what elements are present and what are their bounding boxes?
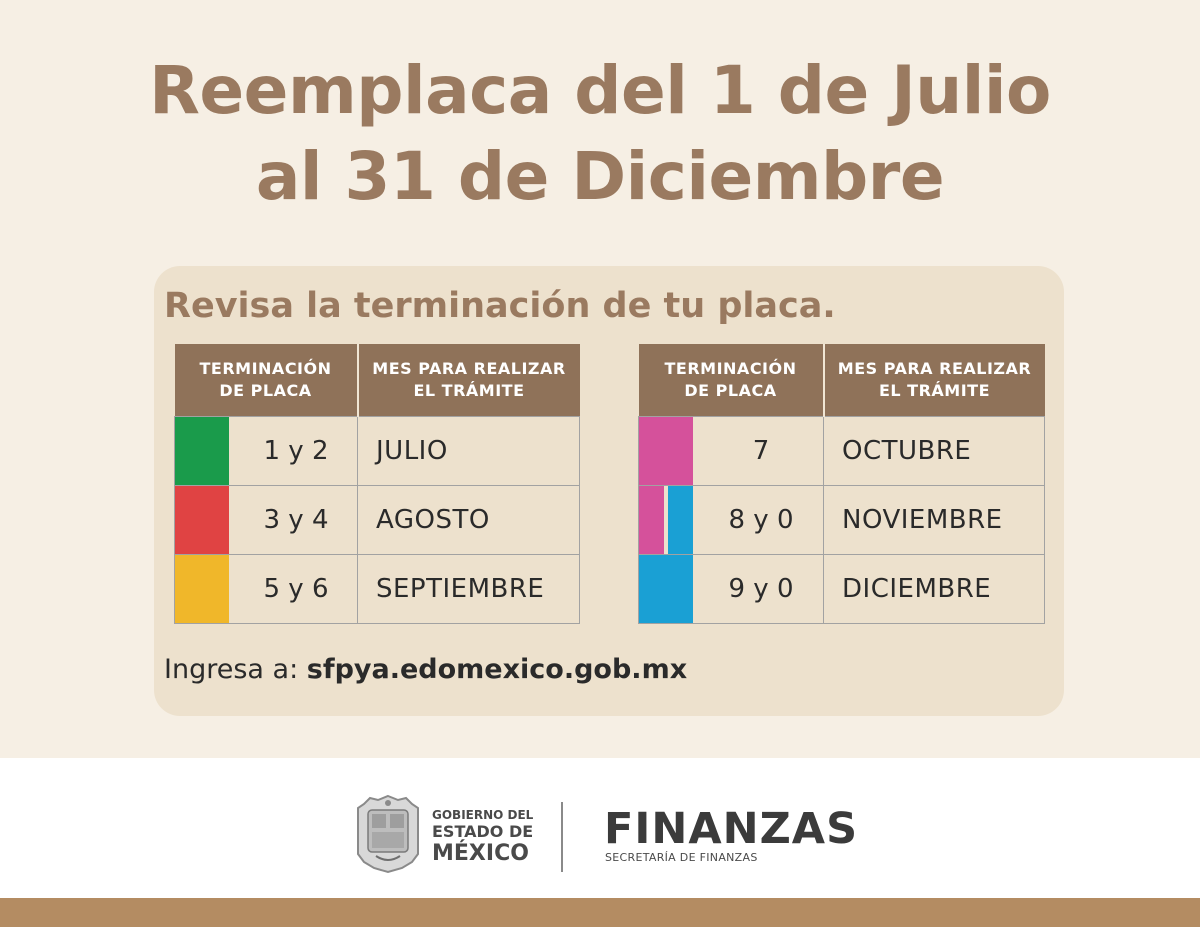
plate-info-card: Revisa la terminación de tu placa. TERMI… — [154, 266, 1064, 716]
table-row: 3 y 4 AGOSTO — [174, 484, 580, 555]
headline-line-1: Reemplaca del 1 de Julio — [149, 52, 1051, 129]
table-row: 8 y 0 NOVIEMBRE — [638, 484, 1045, 555]
termination-value: 1 y 2 — [263, 435, 329, 466]
table-row: 7 OCTUBRE — [638, 415, 1045, 486]
header-termination: TERMINACIÓN DE PLACA — [174, 344, 359, 416]
termination-value: 5 y 6 — [263, 573, 329, 604]
table-row: 1 y 2 JULIO — [174, 415, 580, 486]
color-swatch-pink — [639, 416, 693, 485]
gov-line-1: GOBIERNO DEL — [432, 808, 534, 822]
website-link[interactable]: sfpya.edomexico.gob.mx — [306, 654, 688, 685]
header-month: MES PARA REALIZAR EL TRÁMITE — [357, 344, 580, 416]
header-month: MES PARA REALIZAR EL TRÁMITE — [823, 344, 1045, 416]
month-value: SEPTIEMBRE — [357, 553, 580, 624]
table-header-row: TERMINACIÓN DE PLACA MES PARA REALIZAR E… — [174, 344, 580, 416]
plate-table-left: TERMINACIÓN DE PLACA MES PARA REALIZAR E… — [174, 344, 580, 624]
termination-cell: 3 y 4 — [174, 484, 358, 555]
month-value: NOVIEMBRE — [823, 484, 1045, 555]
finanzas-logo-title: FINANZAS — [604, 804, 859, 854]
month-value: DICIEMBRE — [823, 553, 1045, 624]
gov-line-2: ESTADO DE — [432, 822, 534, 841]
termination-cell: 7 — [638, 415, 824, 486]
termination-cell: 9 y 0 — [638, 553, 824, 624]
month-value: JULIO — [357, 415, 580, 486]
card-subtitle: Revisa la terminación de tu placa. — [164, 286, 836, 326]
state-seal-icon — [357, 794, 419, 874]
month-value: OCTUBRE — [823, 415, 1045, 486]
page-headline: Reemplaca del 1 de Julio al 31 de Diciem… — [0, 48, 1200, 220]
color-swatch-red — [175, 485, 229, 554]
finanzas-logo-subtitle: SECRETARÍA DE FINANZAS — [605, 851, 758, 864]
plate-table-right: TERMINACIÓN DE PLACA MES PARA REALIZAR E… — [638, 344, 1045, 624]
table-row: 5 y 6 SEPTIEMBRE — [174, 553, 580, 624]
color-swatch-blue — [639, 554, 693, 623]
month-value: AGOSTO — [357, 484, 580, 555]
website-line: Ingresa a: sfpya.edomexico.gob.mx — [164, 654, 687, 685]
termination-value: 7 — [752, 435, 770, 466]
termination-value: 8 y 0 — [728, 504, 794, 535]
termination-cell: 8 y 0 — [638, 484, 824, 555]
headline-line-2: al 31 de Diciembre — [255, 138, 945, 215]
footer — [0, 758, 1200, 898]
termination-value: 3 y 4 — [263, 504, 329, 535]
color-swatch-yellow — [175, 554, 229, 623]
color-swatch-green — [175, 416, 229, 485]
bottom-accent-bar — [0, 898, 1200, 927]
gov-line-3: MÉXICO — [432, 841, 529, 866]
website-prefix: Ingresa a: — [164, 654, 299, 685]
government-label: GOBIERNO DEL ESTADO DE MÉXICO — [432, 808, 533, 866]
termination-cell: 1 y 2 — [174, 415, 358, 486]
footer-divider — [561, 802, 563, 872]
termination-value: 9 y 0 — [728, 573, 794, 604]
table-header-row: TERMINACIÓN DE PLACA MES PARA REALIZAR E… — [638, 344, 1045, 416]
header-termination: TERMINACIÓN DE PLACA — [638, 344, 825, 416]
termination-cell: 5 y 6 — [174, 553, 358, 624]
table-row: 9 y 0 DICIEMBRE — [638, 553, 1045, 624]
color-swatch-pink-blue — [639, 485, 693, 554]
